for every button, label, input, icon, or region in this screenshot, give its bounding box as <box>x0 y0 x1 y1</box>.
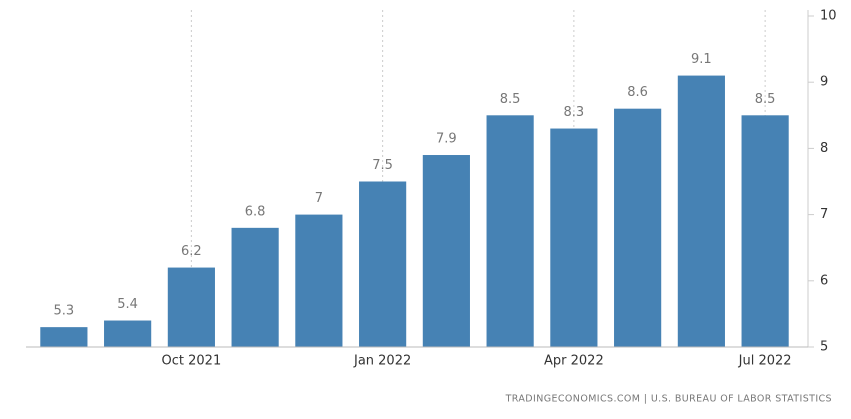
y-tick-label: 5 <box>820 340 828 355</box>
bar <box>104 320 152 347</box>
y-tick-label: 6 <box>820 273 828 288</box>
bar <box>359 181 407 347</box>
x-tick-label: Jul 2022 <box>738 354 792 369</box>
bar <box>422 155 470 347</box>
bar <box>614 108 662 348</box>
value-label: 8.5 <box>500 92 521 107</box>
bar <box>486 115 534 347</box>
value-label: 8.6 <box>627 85 648 100</box>
bar <box>550 128 598 347</box>
value-label: 5.3 <box>54 304 75 319</box>
value-label: 7 <box>315 191 323 206</box>
bar <box>40 327 88 347</box>
x-tick-label: Apr 2022 <box>544 354 604 369</box>
x-tick-label: Jan 2022 <box>353 354 411 369</box>
value-label: 6.8 <box>245 204 266 219</box>
y-tick-label: 9 <box>820 75 828 90</box>
x-tick-label: Oct 2021 <box>162 354 222 369</box>
y-tick-label: 7 <box>820 207 828 222</box>
value-label: 9.1 <box>691 52 712 67</box>
value-label: 8.3 <box>564 105 585 120</box>
y-tick-label: 10 <box>820 9 837 24</box>
value-label: 6.2 <box>181 244 202 259</box>
bar <box>677 75 725 347</box>
value-label: 5.4 <box>117 297 138 312</box>
bar <box>741 115 789 347</box>
bar <box>167 267 215 347</box>
value-label: 8.5 <box>755 92 776 107</box>
value-label: 7.5 <box>372 158 393 173</box>
bar <box>295 214 343 347</box>
value-label: 7.9 <box>436 132 457 147</box>
y-tick-label: 8 <box>820 141 828 156</box>
source: TRADINGECONOMICS.COM | U.S. BUREAU OF LA… <box>505 394 832 405</box>
bar <box>231 227 279 347</box>
